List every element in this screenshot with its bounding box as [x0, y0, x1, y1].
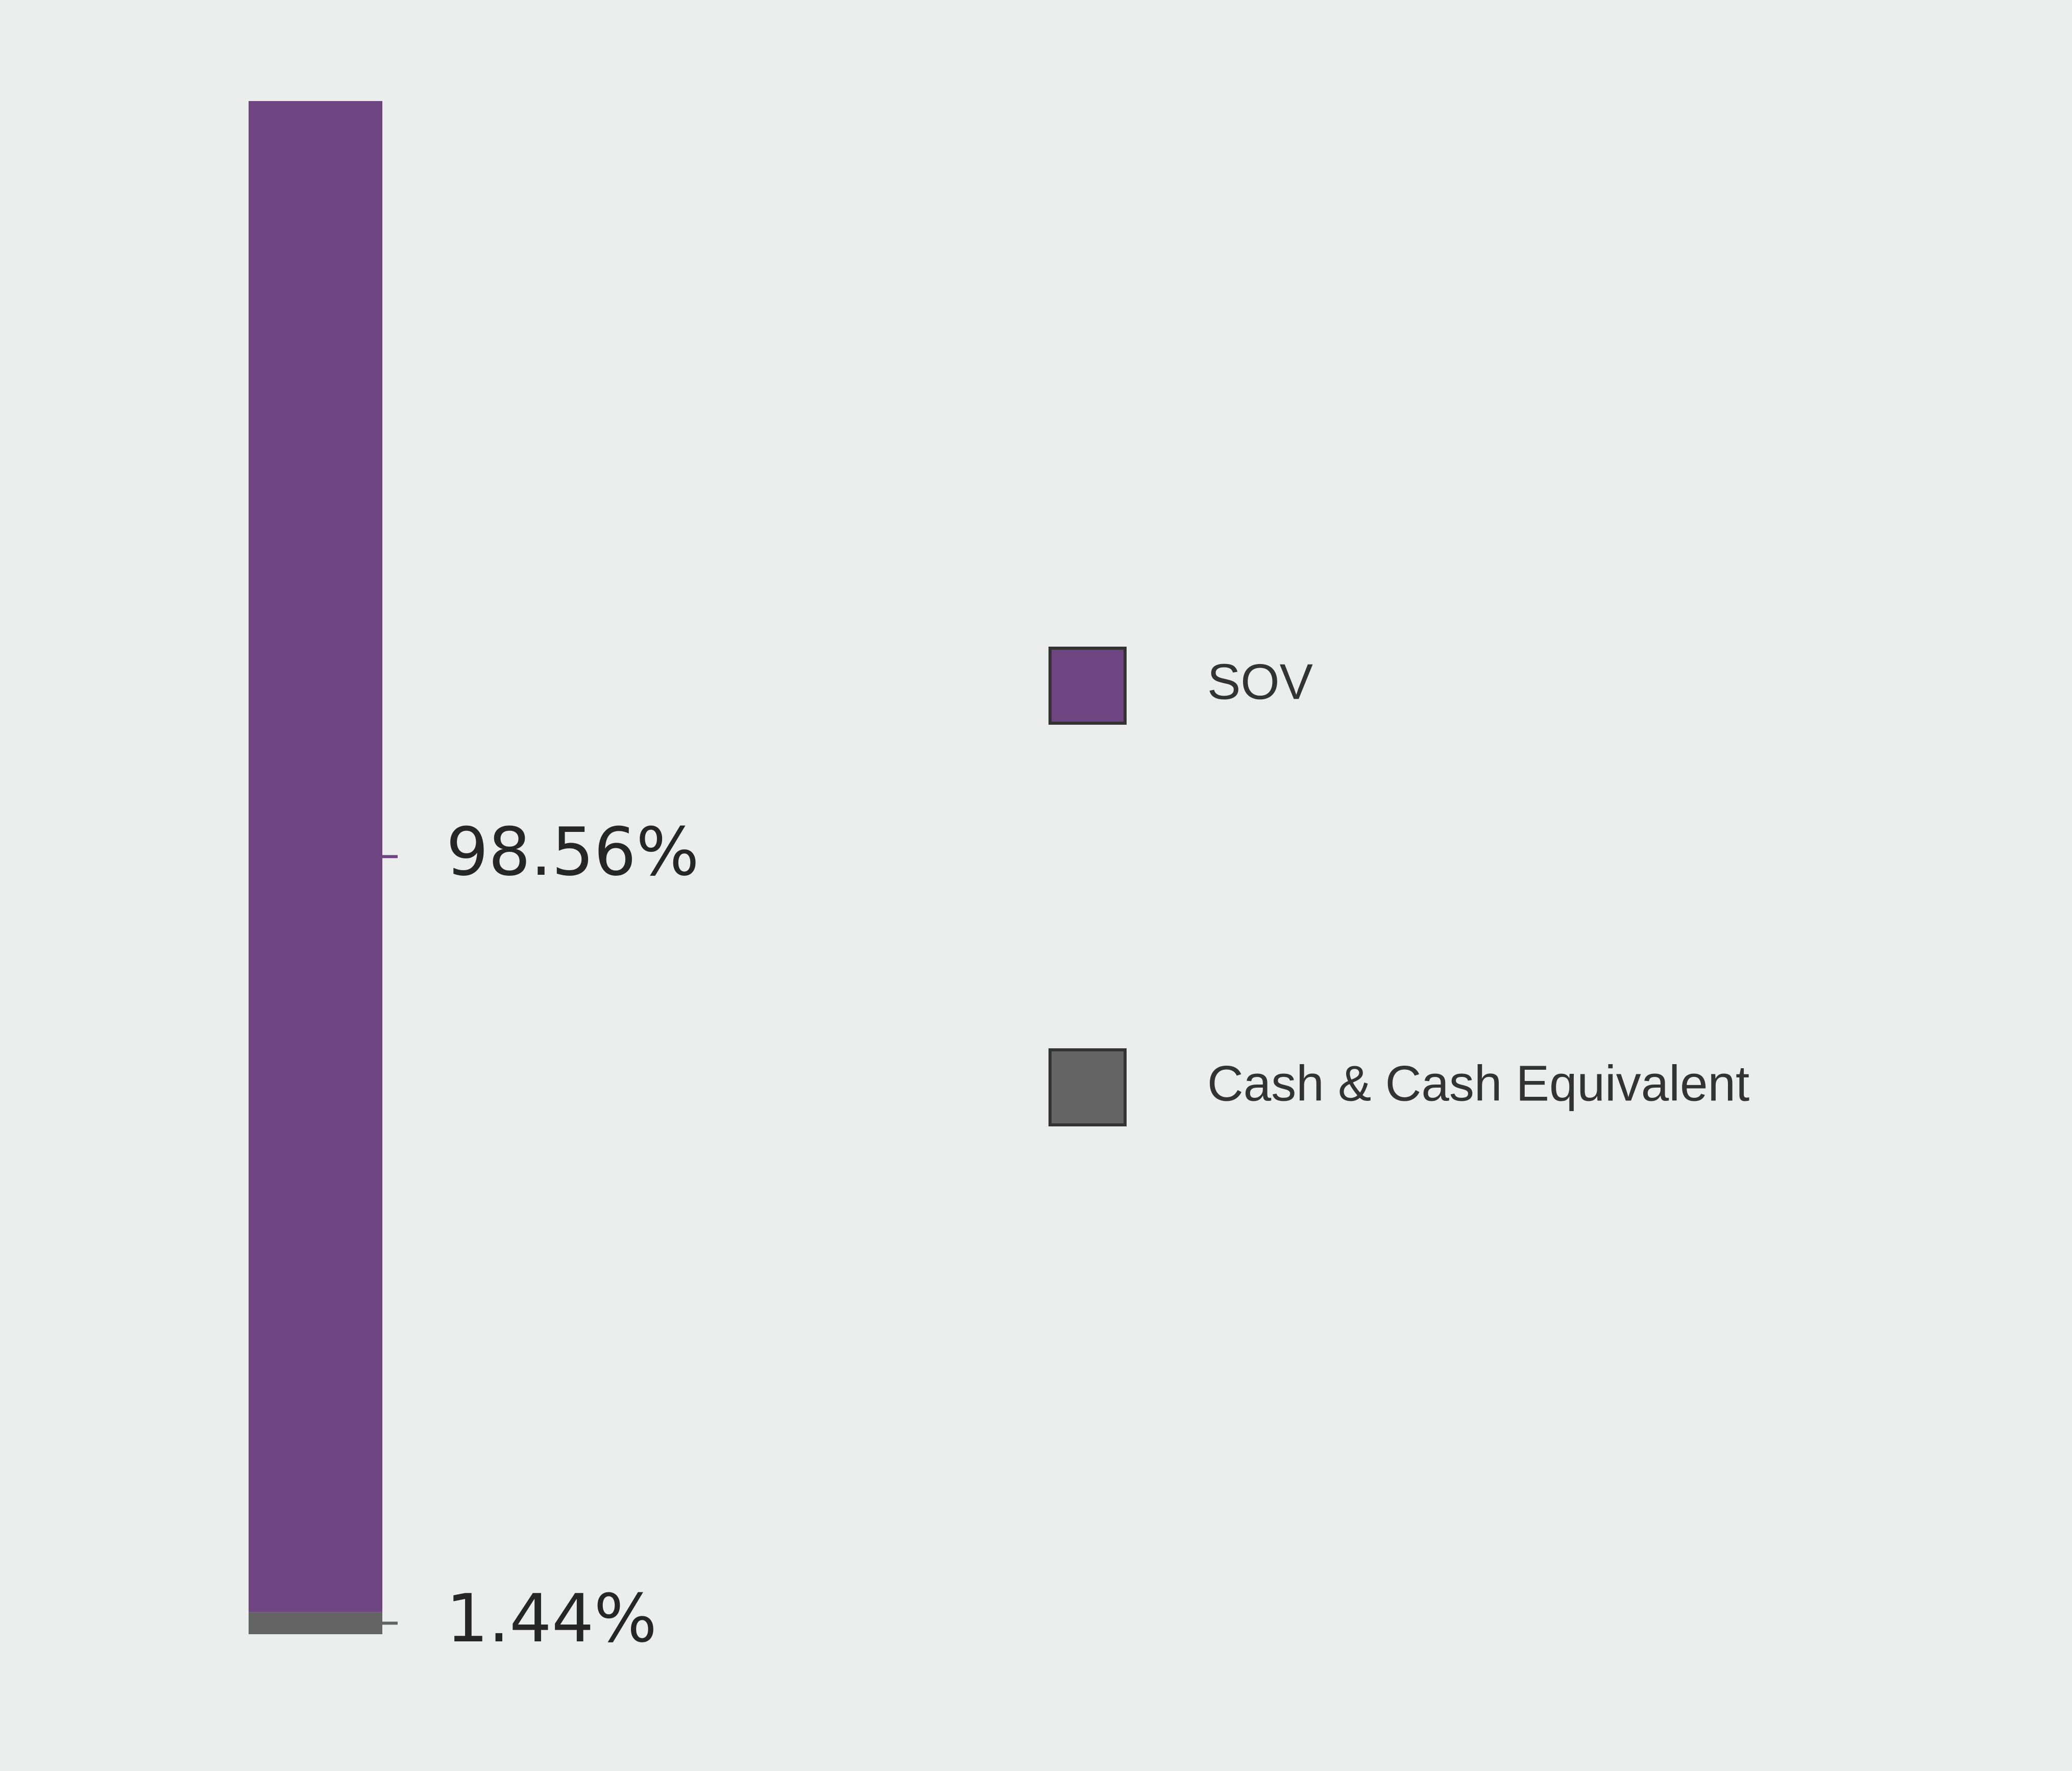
legend-swatch-sov: [1049, 647, 1127, 725]
data-label-cash-cash-equivalent: 1.44%: [446, 1580, 657, 1657]
legend-label-sov: SOV: [1207, 653, 1313, 709]
legend-label-cash-cash-equivalent: Cash & Cash Equivalent: [1207, 1055, 1749, 1111]
bar-layer: 1.44% 98.56%: [249, 101, 699, 1657]
data-label-sov: 98.56%: [446, 813, 699, 891]
legend: SOV Cash & Cash Equivalent: [1049, 647, 1749, 1126]
bar-segment-sov: [249, 101, 382, 1612]
bar-segment-cash-cash-equivalent: [249, 1612, 382, 1634]
legend-swatch-cash-cash-equivalent: [1049, 1048, 1127, 1126]
